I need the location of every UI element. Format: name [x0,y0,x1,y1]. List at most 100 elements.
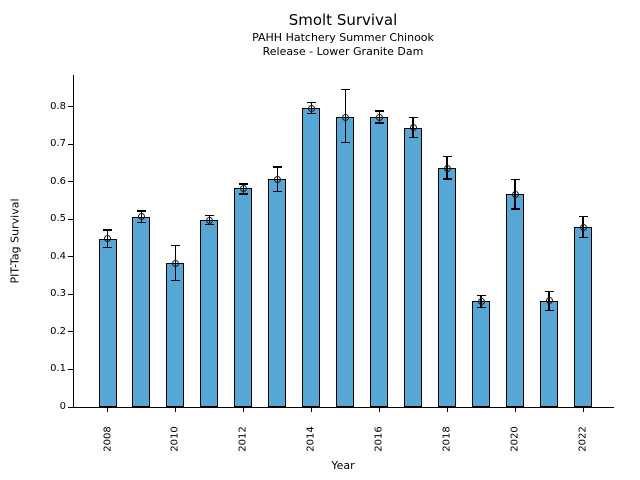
error-cap-bottom [272,190,282,193]
bar [234,188,253,407]
error-cap-bottom [374,122,384,124]
error-cap-bottom [170,279,180,281]
chart-title: Smolt Survival [288,11,398,29]
error-cap-top [510,178,520,181]
error-cap-top [272,166,282,168]
bar-top-marker [409,124,417,131]
bar-top-marker [137,213,145,221]
error-cap-bottom [476,306,486,308]
error-cap-bottom [204,223,214,226]
x-tick [174,407,176,412]
y-tick-label: 0.4 [50,250,66,262]
y-tick [68,368,73,370]
x-tick-label-text: 2008 [102,426,113,452]
y-tick [68,181,73,183]
y-tick [68,406,73,408]
bar [438,168,457,407]
y-tick [68,106,73,108]
bar [506,194,525,407]
bar-top-marker [307,104,315,112]
bar-top-marker [341,113,349,121]
chart-subtitle-line2: Release - Lower Granite Dam [262,45,424,58]
error-cap-top [306,101,316,104]
bar [166,263,185,407]
bar [98,238,117,407]
error-cap-top [204,214,214,217]
x-tick-label-text: 2020 [509,426,521,452]
bar-top-marker [477,297,485,305]
error-cap-bottom [544,309,554,311]
y-tick [68,218,73,220]
y-tick [68,143,73,145]
y-tick [68,256,73,258]
error-cap-bottom [238,193,248,195]
y-tick-label: 0.7 [50,138,66,150]
bar [370,117,389,407]
y-tick-label: 0 [59,401,66,412]
plot-area: 0 0.1 0.2 0.3 0.4 0.5 0.6 0.7 0.8 2008 2010 2012 201… [50,75,614,452]
error-cap-top [578,215,588,218]
bar [472,301,491,407]
y-tick-label: 0.2 [50,325,66,337]
bar-top-marker [104,235,111,243]
error-cap-bottom [340,141,350,144]
x-tick [242,407,244,412]
y-tick-label: 0.3 [50,288,66,300]
error-cap-top [544,290,554,293]
bar [302,108,321,407]
x-axis-title: Year [331,459,355,472]
error-cap-top [103,229,112,231]
error-cap-top [340,88,350,91]
x-tick-label-text: 2014 [305,426,317,452]
x-tick [107,407,108,412]
y-tick-label: 0.1 [50,363,66,375]
x-tick [310,407,312,412]
error-cap-bottom [442,178,452,180]
error-cap-bottom [306,112,316,114]
error-cap-bottom [408,136,418,138]
x-tick [582,407,584,412]
error-cap-top [408,116,418,119]
error-cap-bottom [510,208,520,210]
bar [540,300,559,407]
y-tick-label: 0.5 [50,213,66,225]
bar-top-marker [273,175,281,183]
x-tick-label-text: 2016 [373,426,385,452]
error-cap-bottom [103,246,112,249]
x-tick [446,407,448,412]
bar [574,227,593,407]
bar [268,179,287,407]
y-tick [68,293,73,295]
error-cap-top [136,210,146,212]
error-cap-top [374,110,384,112]
bar-top-marker [579,223,587,231]
x-tick-label-text: 2012 [237,426,249,452]
y-tick [68,331,73,333]
x-tick-label-text: 2010 [169,426,181,452]
error-cap-top [476,294,486,296]
bar [404,127,423,407]
error-cap-top [238,183,248,185]
bar-top-marker [239,184,247,192]
x-tick-label-text: 2018 [441,426,453,452]
x-tick [514,407,516,412]
error-cap-bottom [136,221,146,224]
y-tick-label: 0.8 [50,100,66,112]
bar [200,220,219,407]
bar-top-marker [545,297,553,304]
bar-top-marker [443,164,451,172]
chart-subtitle-line1: PAHH Hatchery Summer Chinook [252,31,434,44]
x-tick-label-text: 2022 [577,426,589,452]
y-tick-label: 0.6 [50,175,66,187]
error-cap-top [170,244,180,247]
bar [336,117,355,407]
bar-top-marker [511,190,519,198]
error-cap-top [442,155,452,158]
x-tick [378,407,380,412]
bar [132,216,151,407]
bar-top-marker [375,113,383,121]
bar-top-marker [171,259,179,267]
y-axis-title-text: PIT-Tag Survival [8,198,22,284]
bar-top-marker [205,216,213,224]
